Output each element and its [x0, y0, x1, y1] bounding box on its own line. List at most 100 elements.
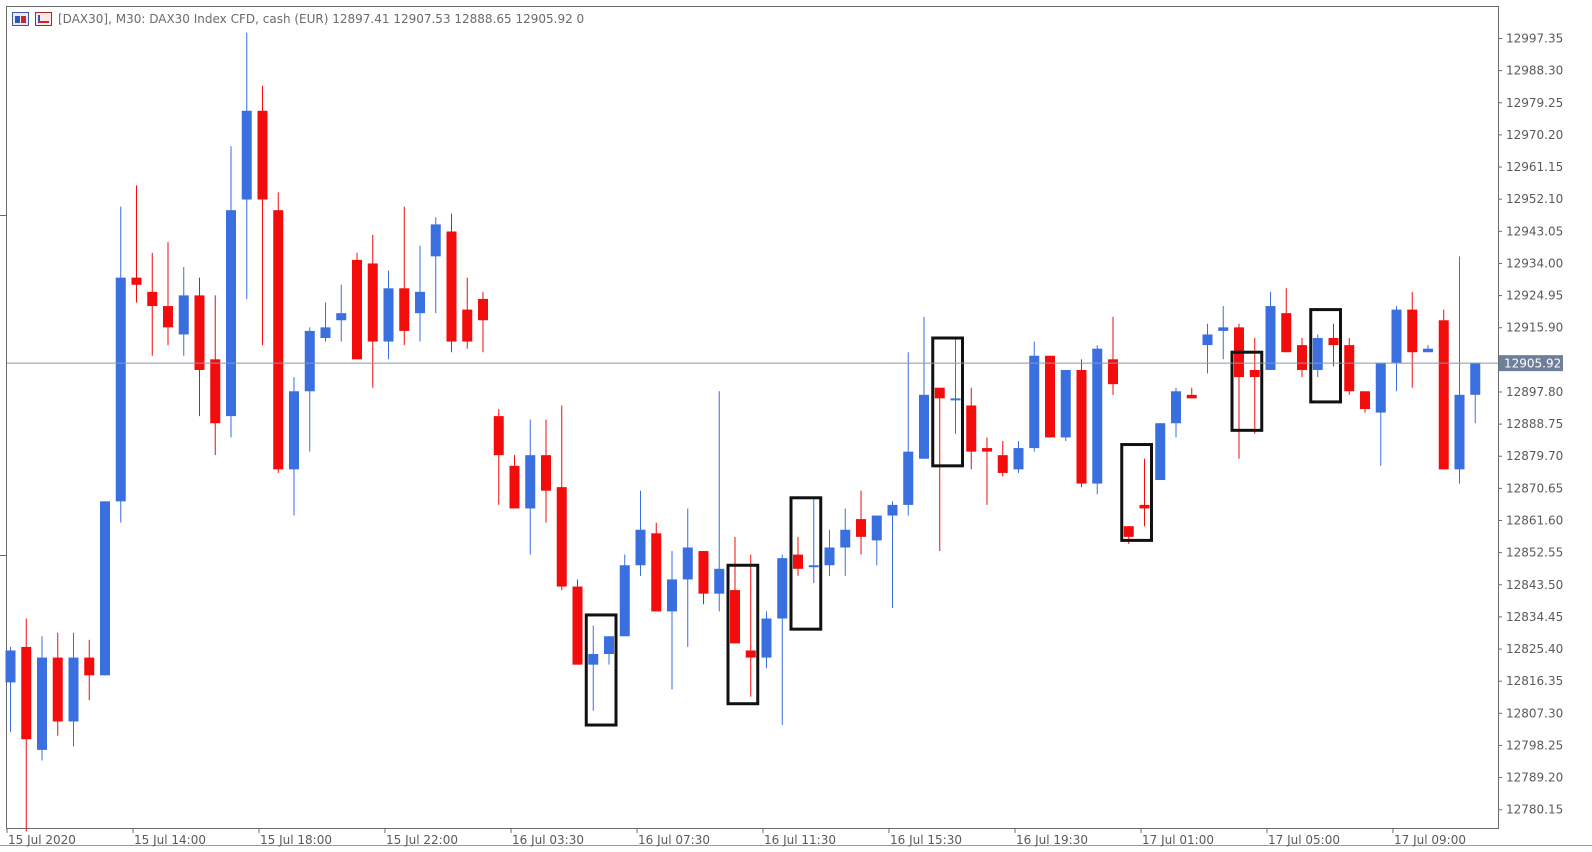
candle-body: [430, 224, 441, 257]
candle: [572, 579, 583, 665]
candle: [5, 646, 16, 733]
candle: [320, 302, 331, 342]
candle-body: [919, 394, 929, 459]
price-axis[interactable]: 12997.35 12988.30 12979.25 12970.20 12961.15…: [1498, 32, 1563, 817]
highlight-box: [726, 563, 760, 706]
candle: [1218, 306, 1229, 360]
candle: [682, 508, 693, 647]
price-axis-label: 12988.30: [1506, 64, 1563, 78]
candle: [509, 455, 520, 509]
candle: [147, 252, 158, 356]
chart-type-icon[interactable]: [35, 12, 52, 26]
candle-body: [1423, 348, 1433, 353]
price-axis-label: 12816.35: [1506, 674, 1563, 688]
candle-body: [462, 309, 473, 342]
candle: [37, 636, 47, 761]
candle: [115, 206, 126, 523]
candle-body: [352, 259, 362, 360]
chart-window-icon[interactable]: [12, 12, 29, 26]
candle: [1108, 316, 1118, 395]
time-axis-label: 16 Jul 15:30: [890, 833, 962, 847]
candle: [367, 235, 378, 388]
candle: [793, 536, 803, 576]
candle: [84, 639, 95, 701]
price-axis-label: 12934.00: [1506, 256, 1563, 270]
candle: [856, 490, 866, 555]
candle-body: [808, 565, 819, 568]
candle: [415, 245, 425, 342]
current-price-tag-text: 12905.92: [1504, 357, 1561, 371]
price-axis-label: 12807.30: [1506, 706, 1563, 720]
candle-body: [509, 465, 520, 509]
candle: [525, 419, 536, 555]
candle-body: [525, 455, 536, 509]
price-axis-label: 12943.05: [1506, 224, 1563, 238]
candle: [651, 522, 662, 612]
candle: [1013, 440, 1024, 473]
candle: [808, 497, 819, 584]
candle-body: [1155, 423, 1166, 481]
price-axis-label: 12897.80: [1506, 385, 1563, 399]
candle: [824, 529, 835, 576]
candle-body: [1391, 309, 1402, 363]
candle-body: [68, 657, 79, 722]
candle-body: [730, 590, 740, 644]
candle-body: [1092, 348, 1103, 484]
candle-body: [604, 636, 614, 655]
candle: [1328, 323, 1339, 367]
candle: [997, 440, 1008, 477]
candle-body: [777, 558, 788, 619]
candle: [1249, 338, 1260, 434]
price-axis-label: 12961.15: [1506, 160, 1563, 174]
candle: [840, 508, 851, 576]
candle-body: [1045, 355, 1055, 438]
candle: [462, 277, 473, 349]
candle-body: [336, 313, 347, 321]
candle-body: [226, 210, 236, 417]
candle-body: [793, 554, 803, 569]
candle-body: [1060, 369, 1071, 438]
candle-body: [320, 327, 331, 339]
candle: [1360, 391, 1370, 413]
time-axis-label: 16 Jul 19:30: [1016, 833, 1088, 847]
candle-body: [241, 110, 252, 200]
candle-body: [1249, 369, 1260, 378]
candle: [1454, 256, 1465, 484]
candle-body: [1139, 504, 1150, 509]
candle: [430, 217, 441, 314]
candle-body: [1312, 338, 1323, 370]
candle: [1060, 369, 1071, 441]
candle-body: [761, 618, 772, 658]
candle-body: [415, 291, 425, 314]
candle: [1186, 387, 1197, 399]
time-axis[interactable]: 15 Jul 2020 15 Jul 14:00 15 Jul 18:00 15 Ju…: [6, 828, 1466, 847]
highlight-box: [789, 496, 823, 631]
plot-frame: [6, 6, 1499, 829]
price-axis-label: 12852.55: [1506, 546, 1563, 560]
candle-body: [1375, 362, 1386, 413]
candle: [257, 85, 268, 346]
candle: [446, 213, 457, 353]
candle: [698, 551, 709, 605]
time-axis-label: 15 Jul 2020: [8, 833, 76, 847]
candle-body: [493, 416, 504, 456]
highlight-box: [584, 613, 618, 727]
candle: [352, 252, 362, 360]
candle: [1045, 355, 1055, 438]
time-axis-label: 17 Jul 01:00: [1142, 833, 1214, 847]
candles-layer: [5, 32, 1481, 832]
candle-body: [1281, 313, 1292, 353]
candle-body: [178, 295, 189, 335]
price-axis-label: 12798.25: [1506, 738, 1563, 752]
candle-body: [619, 565, 630, 637]
price-axis-label: 12834.45: [1506, 610, 1563, 624]
candle: [1375, 362, 1386, 466]
time-axis-label: 15 Jul 14:00: [134, 833, 206, 847]
time-axis-label: 15 Jul 22:00: [386, 833, 458, 847]
candle-body: [115, 277, 126, 502]
candle: [541, 419, 551, 523]
candle-body: [651, 533, 662, 612]
candle-body: [588, 654, 599, 665]
